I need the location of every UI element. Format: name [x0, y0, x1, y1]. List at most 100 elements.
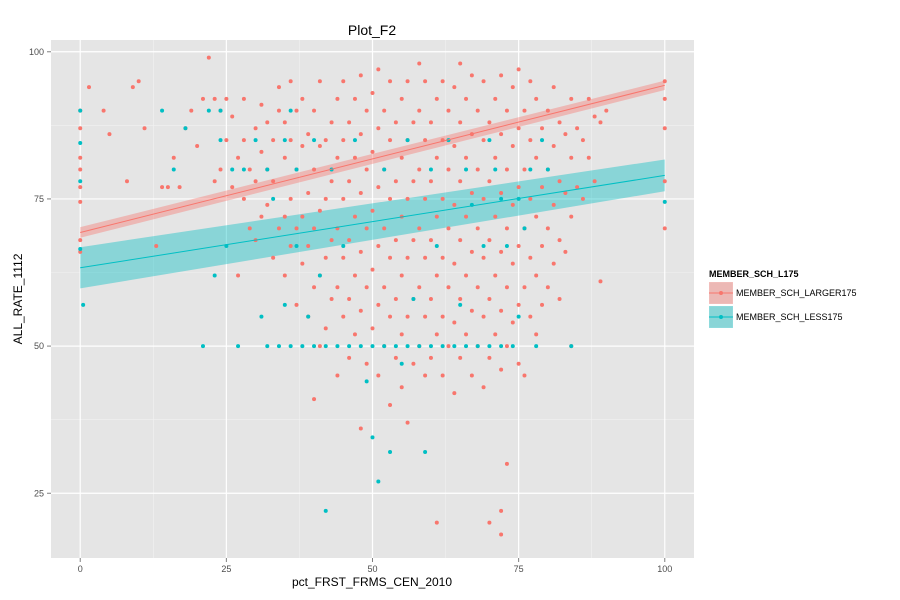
data-point-series-1 [499, 508, 504, 513]
data-point-series-2 [265, 344, 270, 349]
data-point-series-1 [78, 167, 83, 172]
data-point-series-1 [592, 179, 597, 184]
data-point-series-1 [534, 155, 539, 160]
data-point-series-1 [241, 96, 246, 101]
data-point-series-1 [563, 191, 568, 196]
data-point-series-1 [358, 249, 363, 254]
data-point-series-2 [206, 108, 211, 113]
data-point-series-1 [604, 108, 609, 113]
data-point-series-1 [662, 179, 667, 184]
data-point-series-1 [236, 273, 241, 278]
data-point-series-2 [504, 244, 509, 249]
data-point-series-1 [528, 255, 533, 260]
data-point-series-2 [358, 344, 363, 349]
data-point-series-1 [364, 285, 369, 290]
data-point-series-1 [458, 120, 463, 125]
data-point-series-1 [376, 244, 381, 249]
data-point-series-1 [440, 255, 445, 260]
data-point-series-1 [399, 332, 404, 337]
data-point-series-1 [475, 167, 480, 172]
data-point-series-1 [399, 155, 404, 160]
data-point-series-1 [481, 79, 486, 84]
legend-title: MEMBER_SCH_L175 [709, 269, 799, 279]
data-point-series-1 [423, 314, 428, 319]
data-point-series-1 [534, 332, 539, 337]
data-point-series-2 [323, 508, 328, 513]
data-point-series-1 [358, 73, 363, 78]
data-point-series-1 [481, 385, 486, 390]
data-point-series-1 [440, 196, 445, 201]
data-point-series-1 [551, 202, 556, 207]
data-point-series-1 [341, 314, 346, 319]
data-point-series-1 [323, 138, 328, 143]
y-tick-label: 75 [34, 194, 44, 204]
data-point-series-1 [335, 96, 340, 101]
data-point-series-2 [510, 344, 515, 349]
data-point-series-1 [452, 143, 457, 148]
data-point-series-1 [504, 461, 509, 466]
data-point-series-1 [294, 302, 299, 307]
axis-ticks: 0 25 50 75 100 25 50 75 100 [29, 47, 672, 574]
data-point-series-1 [428, 238, 433, 243]
data-point-series-1 [411, 179, 416, 184]
data-point-series-1 [504, 108, 509, 113]
y-tick-label: 25 [34, 488, 44, 498]
data-point-series-1 [528, 79, 533, 84]
data-point-series-2 [183, 126, 188, 131]
data-point-series-1 [335, 373, 340, 378]
data-point-series-1 [458, 61, 463, 66]
data-point-series-1 [271, 138, 276, 143]
data-point-series-1 [271, 255, 276, 260]
data-point-series-1 [434, 214, 439, 219]
x-tick-label: 50 [367, 564, 377, 574]
data-point-series-1 [177, 185, 182, 190]
data-point-series-1 [247, 167, 252, 172]
data-point-series-1 [101, 108, 106, 113]
data-point-series-1 [195, 143, 200, 148]
data-point-series-1 [557, 179, 562, 184]
data-point-series-1 [364, 361, 369, 366]
data-point-series-1 [306, 244, 311, 249]
data-point-series-1 [393, 179, 398, 184]
data-point-series-1 [276, 85, 281, 90]
data-point-series-1 [124, 179, 129, 184]
data-point-series-2 [452, 344, 457, 349]
data-point-series-1 [528, 138, 533, 143]
data-point-series-1 [259, 149, 264, 154]
data-point-series-1 [282, 120, 287, 125]
data-point-series-1 [522, 167, 527, 172]
data-point-series-1 [317, 344, 322, 349]
data-point-series-1 [347, 179, 352, 184]
data-point-series-1 [300, 214, 305, 219]
data-point-series-1 [516, 302, 521, 307]
data-point-series-1 [358, 426, 363, 431]
data-point-series-1 [499, 532, 504, 537]
data-point-series-2 [434, 244, 439, 249]
data-point-series-1 [382, 226, 387, 231]
data-point-series-1 [341, 255, 346, 260]
data-point-series-1 [452, 202, 457, 207]
legend: MEMBER_SCH_L175 MEMBER_SCH_LARGER175MEMB… [708, 269, 857, 329]
data-point-series-1 [347, 297, 352, 301]
data-point-series-2 [218, 108, 223, 113]
data-point-series-2 [662, 199, 667, 204]
data-point-series-1 [411, 238, 416, 243]
x-tick-label: 100 [657, 564, 672, 574]
data-point-series-2 [271, 196, 276, 201]
data-point-series-1 [206, 55, 211, 60]
data-point-series-2 [545, 167, 550, 172]
data-point-series-2 [78, 179, 83, 184]
x-axis-title: pct_FRST_FRMS_CEN_2010 [292, 575, 452, 589]
fit-line-series-2 [80, 174, 665, 269]
data-point-series-1 [423, 138, 428, 143]
legend-label: MEMBER_SCH_LARGER175 [736, 288, 857, 298]
data-point-series-1 [598, 120, 603, 125]
data-point-series-1 [312, 108, 317, 113]
fit-line-series-1 [80, 84, 665, 233]
data-point-series-1 [376, 373, 381, 378]
data-point-series-2 [534, 344, 539, 349]
data-point-series-1 [452, 85, 457, 90]
data-point-series-1 [382, 285, 387, 290]
data-point-series-1 [469, 249, 474, 254]
